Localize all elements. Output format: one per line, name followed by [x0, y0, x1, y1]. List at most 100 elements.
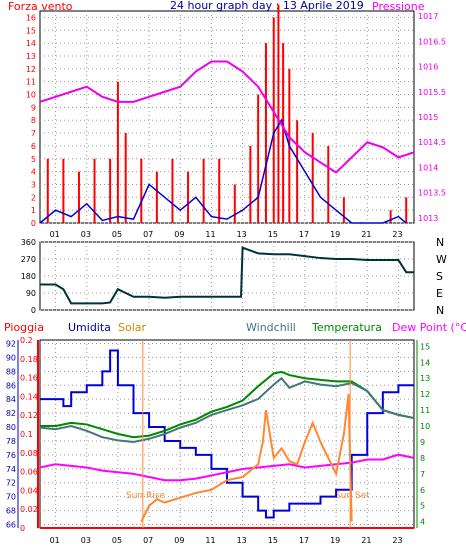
humidity-tick-label: 80 — [6, 423, 16, 432]
temperature-tick-label: 13 — [420, 374, 430, 383]
series-layer — [39, 4, 415, 529]
x-tick-label-upper: 15 — [268, 230, 278, 239]
rain-tick-label: 0.04 — [20, 486, 38, 495]
compass-label: E — [436, 287, 443, 300]
humidity-tick-label: 74 — [6, 465, 16, 474]
wind-pressure-plot-frame — [39, 10, 415, 224]
rain-tick-label: 0.14 — [20, 392, 38, 401]
wind-tick-label: 9 — [31, 103, 36, 112]
x-tick-label-lower: 07 — [143, 536, 153, 545]
pressure-tick-label: 1017 — [418, 12, 438, 21]
rain-tick-label: 0.02 — [20, 505, 38, 514]
x-tick-label-lower: 11 — [205, 536, 215, 545]
wind-tick-label: 10 — [26, 91, 36, 100]
x-tick-label-upper: 11 — [205, 230, 215, 239]
temperature-tick-label: 4 — [420, 518, 425, 527]
compass-label: W — [436, 253, 447, 266]
tick-label-layer: 0101030305050707090911111313151517171919… — [6, 12, 447, 545]
wind-tick-label: 8 — [31, 116, 36, 125]
x-tick-label-lower: 23 — [392, 536, 402, 545]
direction-tick-label: 0 — [31, 306, 36, 315]
rain-tick-label: 0.08 — [20, 449, 38, 458]
chart-title: 24 hour graph day : 13 Aprile 2019 — [170, 0, 364, 12]
humidity-tick-label: 78 — [6, 437, 16, 446]
x-tick-label-lower: 01 — [50, 536, 60, 545]
compass-label: N — [436, 304, 444, 317]
temperature-label: Temperatura — [311, 321, 382, 334]
pressure-tick-label: 1014.5 — [418, 138, 446, 147]
temperature-tick-label: 14 — [420, 358, 430, 367]
humidity-tick-label: 72 — [6, 479, 16, 488]
temperature-tick-label: 10 — [420, 422, 430, 431]
x-tick-label-lower: 17 — [299, 536, 309, 545]
x-tick-label-upper: 09 — [174, 230, 184, 239]
wind-tick-label: 1 — [31, 206, 36, 215]
temperature-tick-label: 6 — [420, 486, 425, 495]
humidity-tick-label: 90 — [6, 353, 16, 362]
temperature-tick-label: 5 — [420, 502, 425, 511]
rain-tick-label: 0.18 — [20, 355, 38, 364]
x-tick-label-upper: 01 — [50, 230, 60, 239]
humidity-tick-label: 68 — [6, 507, 16, 516]
temperature-tick-label: 9 — [420, 438, 425, 447]
pressure-tick-label: 1015 — [418, 113, 438, 122]
wind-direction-line — [40, 246, 414, 305]
humidity-tick-label: 88 — [6, 367, 16, 376]
wind-tick-label: 11 — [26, 78, 36, 87]
x-tick-label-upper: 03 — [81, 230, 91, 239]
x-tick-label-lower: 03 — [81, 536, 91, 545]
rain-tick-label: 0.2 — [20, 336, 33, 345]
pressure-line — [39, 60, 415, 174]
rain-label: Pioggia — [4, 321, 44, 334]
humidity-tick-label: 92 — [6, 339, 16, 348]
humidity-tick-label: 76 — [6, 451, 16, 460]
humidity-label: Umidita — [68, 321, 111, 334]
x-tick-label-upper: 23 — [392, 230, 402, 239]
pressure-tick-label: 1016.5 — [418, 37, 446, 46]
sun-rise-annotation: Sun Rise — [126, 491, 165, 501]
direction-tick-label: 90 — [26, 289, 36, 298]
rain-tick-label: 0.12 — [20, 411, 38, 420]
pressure-tick-label: 1016 — [418, 63, 438, 72]
wind-tick-label: 2 — [31, 193, 36, 202]
rain-tick-label: 0.1 — [20, 430, 33, 439]
temperature-tick-label: 15 — [420, 342, 430, 351]
x-tick-label-upper: 19 — [330, 230, 340, 239]
wind-tick-label: 12 — [26, 65, 36, 74]
windchill-label: Windchill — [246, 321, 296, 334]
wind-tick-label: 15 — [26, 26, 36, 35]
direction-tick-label: 180 — [21, 272, 36, 281]
pressure-tick-label: 1013.5 — [418, 189, 446, 198]
humidity-line — [40, 349, 414, 519]
humidity-tick-label: 66 — [6, 521, 16, 530]
humidity-tick-label: 84 — [6, 395, 16, 404]
x-tick-label-lower: 13 — [237, 536, 247, 545]
wind-tick-label: 4 — [31, 168, 36, 177]
wind-tick-label: 7 — [31, 129, 36, 138]
windchill-line — [39, 376, 415, 443]
x-tick-label-upper: 17 — [299, 230, 309, 239]
rain-tick-label: 0 — [20, 524, 25, 533]
pressure-tick-label: 1014 — [418, 163, 438, 172]
x-tick-label-upper: 21 — [361, 230, 371, 239]
x-tick-label-lower: 05 — [112, 536, 122, 545]
pressure-tick-label: 1013 — [418, 214, 438, 223]
solar-line — [140, 394, 353, 523]
pressure-axis-label: Pressione — [372, 0, 425, 13]
x-tick-label-lower: 09 — [174, 536, 184, 545]
wind-tick-label: 5 — [31, 155, 36, 164]
pressure-tick-label: 1015.5 — [418, 88, 446, 97]
wind-gust-line — [39, 118, 407, 224]
wind-tick-label: 3 — [31, 180, 36, 189]
dewpoint-label: Dew Point (°C) — [392, 321, 466, 334]
humidity-tick-label: 86 — [6, 381, 16, 390]
x-tick-label-lower: 19 — [330, 536, 340, 545]
temperature-tick-label: 11 — [420, 406, 430, 415]
wind-tick-label: 6 — [31, 142, 36, 151]
solar-label: Solar — [118, 321, 147, 334]
direction-tick-label: 360 — [21, 238, 36, 247]
wind-axis-label: Forza vento — [8, 0, 73, 13]
dewpoint-line — [39, 453, 415, 482]
wind-tick-label: 0 — [31, 219, 36, 228]
